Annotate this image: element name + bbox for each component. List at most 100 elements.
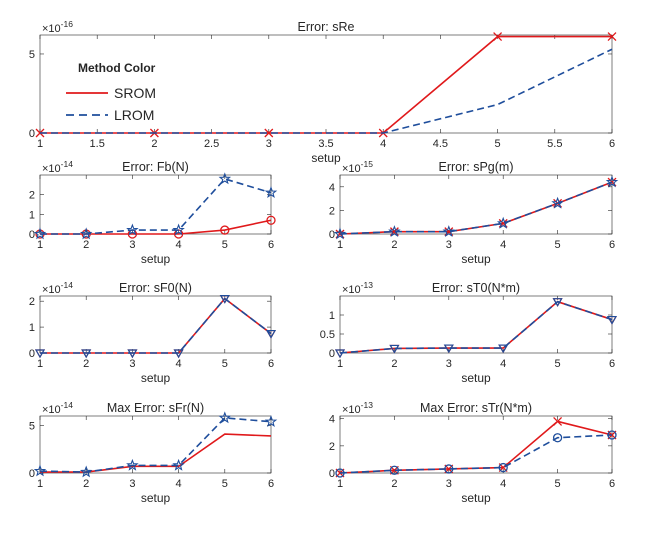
- x-tick-label: 3.5: [318, 138, 333, 150]
- data-point-marker: [442, 225, 456, 237]
- x-tick-label: 3: [446, 478, 452, 490]
- chart-title: Max Error: sFr(N): [107, 401, 204, 415]
- y-tick-label: 0: [29, 468, 35, 480]
- data-point-marker: [606, 315, 618, 325]
- series-line: [40, 48, 613, 134]
- data-point-marker: [607, 32, 617, 42]
- data-point-marker: [33, 464, 47, 477]
- y-tick-label: 0: [29, 229, 35, 241]
- x-tick-label: 6: [609, 478, 615, 490]
- axes-box: [339, 415, 613, 474]
- data-point-marker: [172, 223, 185, 236]
- y-tick-label: 2: [29, 296, 35, 308]
- chart-title: Error: sF0(N): [119, 281, 192, 295]
- y-tick-label: 4: [329, 182, 335, 194]
- x-axis-label: setup: [311, 151, 341, 165]
- x-tick-label: 5: [495, 138, 501, 150]
- series-lrom: [334, 298, 618, 359]
- data-point-marker: [79, 227, 93, 240]
- x-tick-label: 5: [222, 478, 228, 490]
- data-point-marker: [607, 430, 617, 440]
- y-tick-label: 0: [329, 229, 335, 241]
- x-tick-label: 6: [268, 478, 274, 490]
- y-tick-label: 5: [29, 49, 35, 61]
- data-point-marker: [81, 349, 92, 359]
- x-tick-label: 5: [222, 358, 228, 370]
- data-point-marker: [444, 464, 454, 474]
- x-tick-label: 3: [446, 358, 452, 370]
- x-tick-label: 1: [37, 239, 43, 251]
- x-tick-label: 6: [609, 358, 615, 370]
- y-tick-label: 0: [329, 348, 335, 360]
- x-tick-label: 4.5: [433, 138, 448, 150]
- y-tick-label: 2: [329, 441, 335, 453]
- axes-box: [39, 34, 613, 134]
- data-point-marker: [127, 349, 138, 359]
- x-tick-label: 3: [129, 358, 135, 370]
- data-point-marker: [334, 349, 346, 359]
- data-point-marker: [496, 216, 510, 229]
- series-line: [40, 178, 272, 235]
- x-tick-label: 4: [176, 358, 182, 370]
- data-point-marker: [493, 32, 503, 42]
- x-tick-label: 5: [555, 358, 561, 370]
- data-point-marker: [551, 196, 564, 209]
- data-point-marker: [553, 416, 563, 426]
- subplot-6: 1 2 3 4 5 6 0 5 ×10-14 Max Error: sFr(N) setup: [29, 400, 278, 505]
- data-point-marker: [34, 349, 46, 359]
- data-point-marker: [335, 468, 345, 478]
- y-tick-label: 5: [29, 421, 35, 433]
- x-tick-label: 1: [337, 478, 343, 490]
- axes-box: [39, 174, 272, 235]
- chart-title: Error: sPg(m): [439, 160, 514, 174]
- y-exponent-label: ×10-14: [42, 159, 73, 175]
- x-tick-label: 4: [500, 358, 506, 370]
- x-tick-label: 2: [391, 239, 397, 251]
- y-exponent-label: ×10-15: [342, 159, 373, 175]
- series-line: [339, 300, 613, 354]
- y-tick-label: 2: [329, 205, 335, 217]
- y-exponent-label: ×10-13: [342, 280, 373, 296]
- x-tick-label: 3: [266, 138, 272, 150]
- x-tick-label: 6: [609, 239, 615, 251]
- x-tick-label: 1: [37, 138, 43, 150]
- x-tick-label: 2: [391, 358, 397, 370]
- series-lrom: [34, 294, 277, 359]
- y-tick-label: 1: [329, 310, 335, 322]
- data-point-marker: [552, 433, 563, 443]
- data-point-marker: [388, 225, 401, 237]
- data-point-marker: [264, 128, 274, 138]
- x-tick-label: 1: [37, 358, 43, 370]
- x-tick-label: 4: [500, 478, 506, 490]
- x-tick-label: 1: [337, 239, 343, 251]
- subplot-1: 1 1.5 2 2.5 3 3.5 4 4.5 5 5.5 6 0 5 ×10-16 Error: sRe s…: [29, 19, 617, 165]
- axes-box: [39, 295, 272, 354]
- axes-box: [39, 415, 272, 474]
- data-point-marker: [265, 329, 277, 339]
- series-lrom: [40, 48, 613, 134]
- series-lrom: [335, 430, 617, 478]
- y-tick-label: 0: [29, 128, 35, 140]
- x-axis-label: setup: [141, 371, 171, 385]
- x-axis-label: setup: [141, 491, 171, 505]
- series-lrom: [33, 411, 278, 478]
- y-tick-label: 4: [329, 414, 335, 426]
- legend-title: Method Color: [78, 61, 156, 75]
- data-point-marker: [498, 462, 508, 473]
- chart-title: Error: Fb(N): [122, 160, 189, 174]
- x-tick-label: 5: [222, 239, 228, 251]
- y-exponent-label: ×10-16: [42, 19, 73, 35]
- x-tick-label: 1: [337, 358, 343, 370]
- x-tick-label: 2: [83, 239, 89, 251]
- data-point-marker: [264, 186, 278, 199]
- x-tick-label: 4: [500, 239, 506, 251]
- data-point-marker: [605, 175, 619, 188]
- data-point-marker: [219, 294, 230, 304]
- data-point-marker: [126, 458, 139, 471]
- x-tick-label: 3: [129, 239, 135, 251]
- x-tick-label: 3: [446, 239, 452, 251]
- data-point-marker: [264, 415, 278, 428]
- data-point-marker: [173, 349, 184, 359]
